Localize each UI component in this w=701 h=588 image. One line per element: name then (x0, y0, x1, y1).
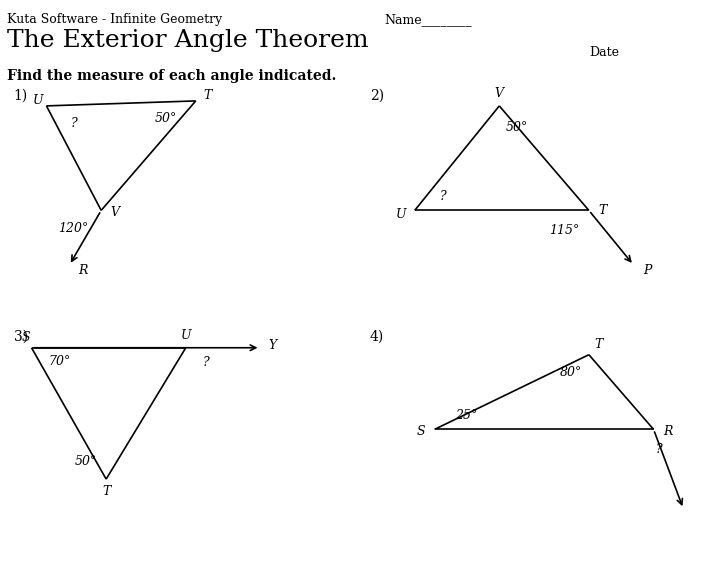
Text: ?: ? (655, 443, 662, 456)
Text: 70°: 70° (48, 355, 71, 368)
Text: 1): 1) (13, 89, 28, 103)
Text: U: U (33, 95, 43, 108)
Text: 115°: 115° (549, 224, 579, 237)
Text: S: S (21, 331, 30, 345)
Text: ?: ? (203, 356, 209, 369)
Text: 3): 3) (13, 330, 28, 344)
Text: ?: ? (440, 190, 446, 203)
Text: P: P (644, 263, 652, 276)
Text: U: U (181, 329, 191, 342)
Text: V: V (495, 88, 504, 101)
Text: U: U (395, 208, 406, 221)
Text: R: R (79, 263, 88, 276)
Text: The Exterior Angle Theorem: The Exterior Angle Theorem (6, 29, 368, 52)
Text: 50°: 50° (506, 121, 529, 134)
Text: Date: Date (589, 46, 619, 59)
Text: T: T (599, 204, 607, 217)
Text: T: T (102, 485, 110, 497)
Text: 80°: 80° (560, 366, 582, 379)
Text: 50°: 50° (75, 455, 97, 467)
Text: 50°: 50° (155, 112, 177, 125)
Text: ?: ? (71, 118, 78, 131)
Text: 2): 2) (370, 89, 384, 103)
Text: T: T (594, 338, 603, 351)
Text: 4): 4) (370, 330, 384, 344)
Text: S: S (416, 425, 425, 438)
Text: Kuta Software - Infinite Geometry: Kuta Software - Infinite Geometry (6, 14, 222, 26)
Text: V: V (111, 206, 120, 219)
Text: Find the measure of each angle indicated.: Find the measure of each angle indicated… (6, 69, 336, 83)
Text: Name________: Name________ (385, 14, 472, 26)
Text: 25°: 25° (456, 409, 477, 422)
Text: 120°: 120° (58, 222, 88, 235)
Text: T: T (203, 89, 212, 102)
Text: Y: Y (268, 339, 276, 352)
Text: R: R (663, 425, 672, 438)
